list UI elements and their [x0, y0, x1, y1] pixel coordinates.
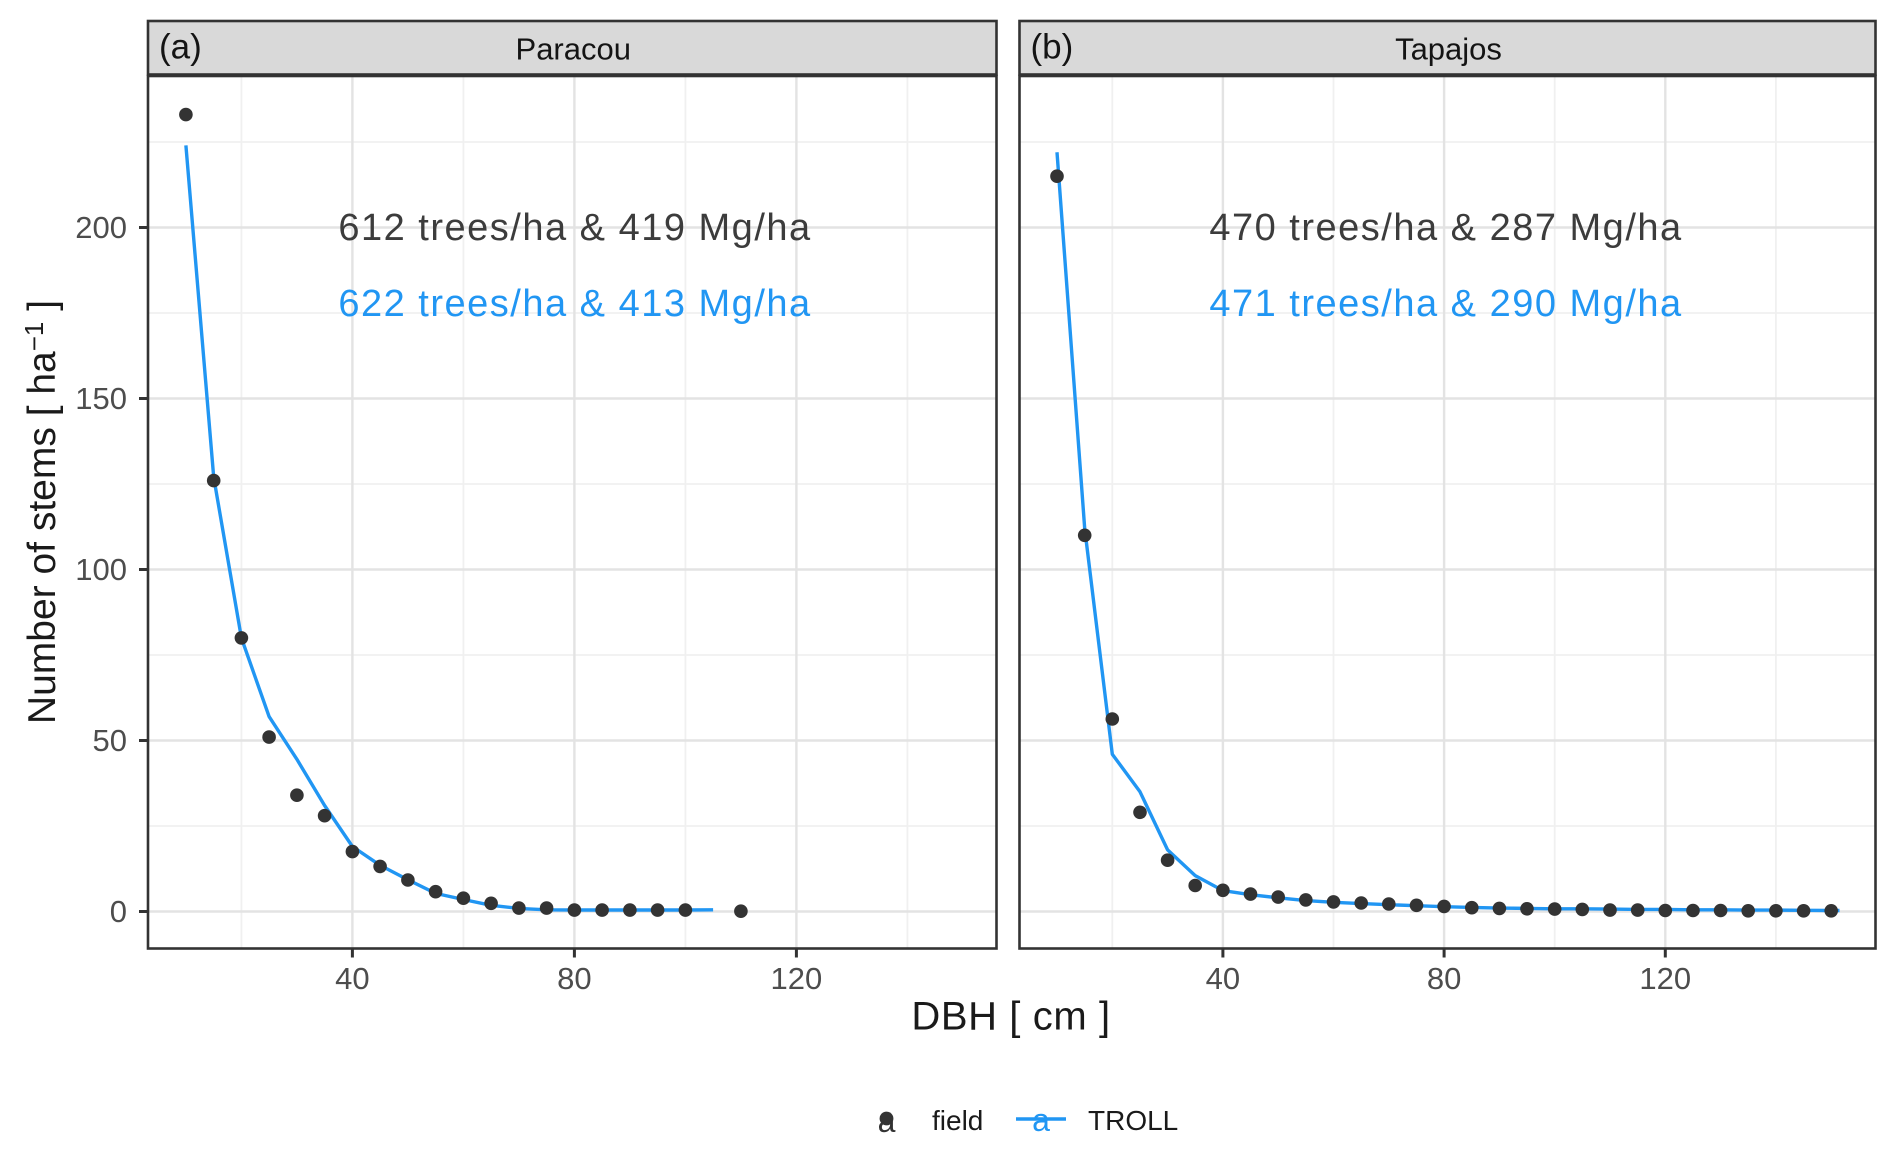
svg-text:TROLL: TROLL [1088, 1105, 1178, 1136]
svg-text:120: 120 [771, 961, 823, 996]
svg-text:field: field [932, 1105, 983, 1136]
svg-text:40: 40 [335, 961, 369, 996]
svg-text:470 trees/ha & 287 Mg/ha: 470 trees/ha & 287 Mg/ha [1209, 207, 1682, 249]
svg-text:200: 200 [75, 210, 127, 245]
svg-text:Number of stems [ ha−1 ]: Number of stems [ ha−1 ] [19, 300, 64, 724]
svg-text:Tapajos: Tapajos [1395, 32, 1502, 67]
svg-text:612 trees/ha & 419 Mg/ha: 612 trees/ha & 419 Mg/ha [338, 207, 811, 249]
svg-text:471 trees/ha & 290 Mg/ha: 471 trees/ha & 290 Mg/ha [1209, 283, 1682, 325]
svg-text:120: 120 [1639, 961, 1691, 996]
svg-text:80: 80 [1427, 961, 1461, 996]
svg-text:40: 40 [1206, 961, 1240, 996]
svg-text:50: 50 [93, 723, 127, 758]
svg-text:Paracou: Paracou [516, 32, 631, 67]
svg-text:(a): (a) [159, 28, 202, 67]
svg-text:80: 80 [557, 961, 591, 996]
svg-text:150: 150 [75, 381, 127, 416]
svg-text:622 trees/ha & 413 Mg/ha: 622 trees/ha & 413 Mg/ha [338, 283, 811, 325]
svg-text:a: a [1032, 1102, 1050, 1138]
svg-text:0: 0 [110, 894, 127, 929]
svg-text:100: 100 [75, 552, 127, 587]
svg-text:DBH [ cm ]: DBH [ cm ] [911, 995, 1110, 1039]
svg-text:(b): (b) [1031, 28, 1074, 67]
